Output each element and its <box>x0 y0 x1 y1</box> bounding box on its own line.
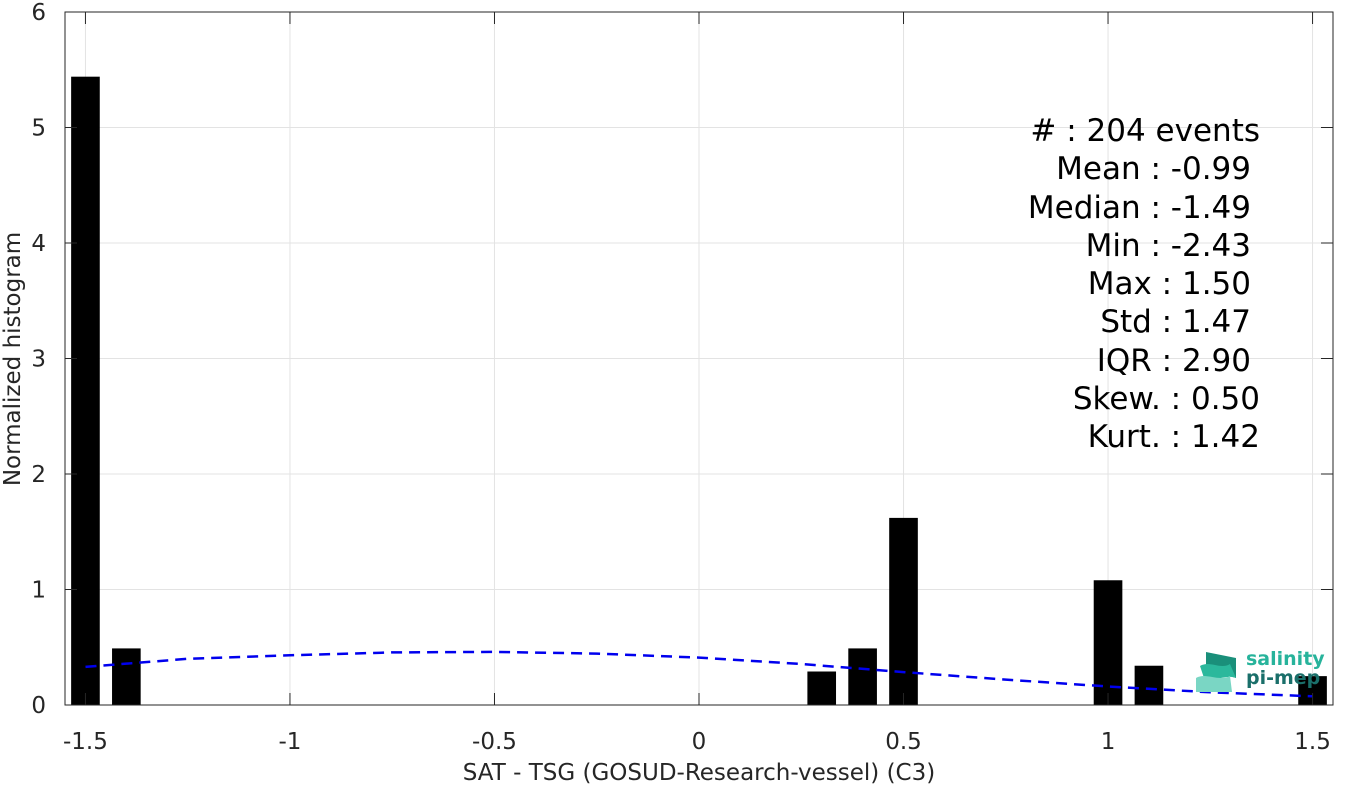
fit-curve-line <box>85 650 1313 698</box>
stat-mean: Mean : -0.99 <box>1056 151 1251 188</box>
stat-kurt: Kurt. : 1.42 <box>1087 419 1260 456</box>
y-axis-label: Normalized histogram <box>0 232 26 486</box>
x-tick-label-3: 0 <box>692 729 707 755</box>
histogram-bar-6 <box>1134 665 1164 705</box>
axes-frame <box>64 11 1334 706</box>
x-tick-label-1: -1 <box>278 729 301 755</box>
wave-logo-icon <box>1196 652 1236 692</box>
stat-std: Std : 1.47 <box>1100 304 1251 341</box>
x-tick-label-5: 1 <box>1101 729 1116 755</box>
logo-text-pimep: pi-mep <box>1246 667 1321 689</box>
x-axis-label: SAT - TSG (GOSUD-Research-vessel) (C3) <box>463 760 935 785</box>
histogram-bar-3 <box>848 648 877 705</box>
y-tick-label-0: 0 <box>31 693 46 719</box>
stat-events: # : 204 events <box>1030 113 1260 149</box>
y-tick-label-3: 3 <box>31 347 46 373</box>
x-tick-label-4: 0.5 <box>885 729 922 755</box>
stat-min: Min : -2.43 <box>1085 227 1251 264</box>
fit-curve-group <box>85 650 1313 698</box>
statistics-panel: # : 204 events Mean : -0.99 Median : -1.… <box>960 112 1260 457</box>
stat-median: Median : -1.49 <box>1027 189 1251 226</box>
salinity-pimep-logo: salinity pi-mep <box>1196 648 1326 694</box>
histogram-bar-1 <box>112 648 141 705</box>
histogram-bar-0 <box>71 76 100 706</box>
y-tick-label-2: 2 <box>31 462 46 488</box>
stat-iqr: IQR : 2.90 <box>1096 342 1251 379</box>
y-tick-label-5: 5 <box>31 116 46 142</box>
y-tick-label-4: 4 <box>31 231 46 257</box>
x-tick-label-6: 1.5 <box>1294 729 1331 755</box>
x-tick-label-2: -0.5 <box>472 729 517 755</box>
x-tick-label-0: -1.5 <box>63 729 108 755</box>
stat-max: Max : 1.50 <box>1087 266 1251 303</box>
y-tick-label-1: 1 <box>31 578 46 604</box>
histogram-bar-2 <box>807 671 837 705</box>
histogram-bar-4 <box>889 517 918 705</box>
x-tick-labels: -1.5 -1 -0.5 0 0.5 1 1.5 <box>63 729 1331 755</box>
y-tick-label-6: 6 <box>31 0 46 26</box>
stat-skew: Skew. : 0.50 <box>1072 381 1260 418</box>
logo-text-salinity: salinity <box>1246 648 1325 670</box>
histogram-bar-5 <box>1093 580 1123 705</box>
y-tick-labels: 0 1 2 3 4 5 6 <box>31 0 46 719</box>
